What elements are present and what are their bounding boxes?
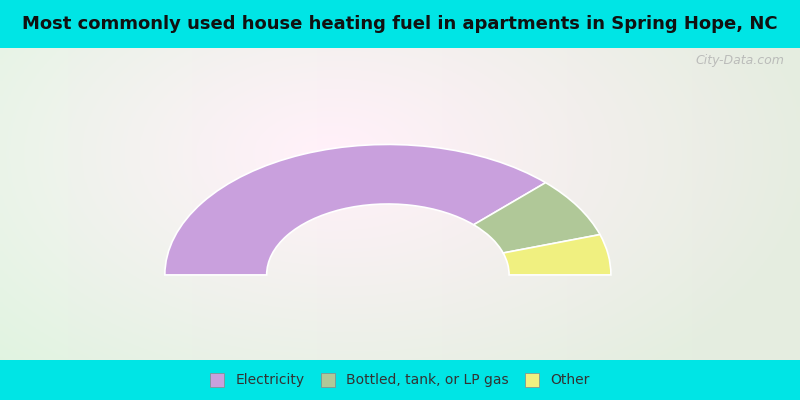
Text: City-Data.com: City-Data.com xyxy=(695,54,784,67)
Legend: Electricity, Bottled, tank, or LP gas, Other: Electricity, Bottled, tank, or LP gas, O… xyxy=(205,367,595,393)
Text: Most commonly used house heating fuel in apartments in Spring Hope, NC: Most commonly used house heating fuel in… xyxy=(22,15,778,33)
Wedge shape xyxy=(503,234,611,275)
Wedge shape xyxy=(165,144,546,275)
Wedge shape xyxy=(474,183,600,253)
